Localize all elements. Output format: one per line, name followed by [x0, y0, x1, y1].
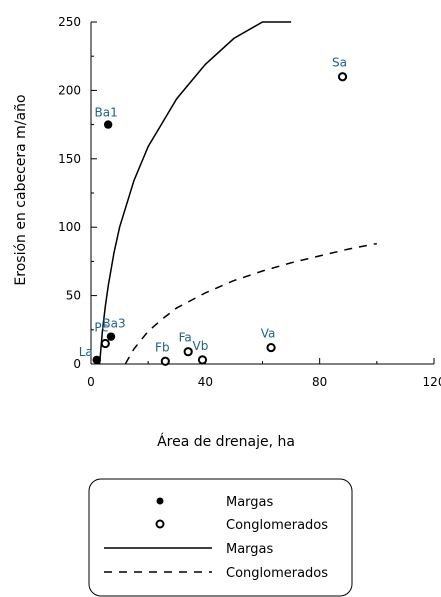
point-label-ba1: Ba1: [95, 106, 118, 120]
legend-label-conglomerados-points: Conglomerados: [226, 518, 328, 533]
legend-label-margas-line: Margas: [226, 542, 274, 557]
y-tick-label: 50: [66, 289, 81, 303]
point-fa: [183, 347, 193, 357]
point-label-ba3: Ba3: [102, 317, 125, 331]
point-ba3: [106, 332, 116, 341]
y-tick-label: 100: [58, 220, 81, 234]
y-tick-label: 200: [58, 83, 81, 97]
point-label-sa: Sa: [332, 56, 347, 70]
curve-solid-margas: [98, 21, 292, 365]
legend: Margas Conglomerados Margas Conglomerado…: [88, 478, 353, 597]
x-tick-label: 120: [423, 375, 441, 389]
point-vb: [197, 355, 208, 365]
point-fb: [160, 356, 170, 366]
point-pc: [100, 338, 110, 349]
point-ba1: [103, 120, 113, 129]
point-sa: [337, 72, 348, 82]
curve-dashed-conglomerados: [124, 242, 377, 365]
point-label-fa: Fa: [179, 331, 192, 345]
legend-label-margas-points: Margas: [226, 495, 274, 510]
point-label-pc: Pc: [94, 320, 108, 334]
point-la: [92, 355, 101, 365]
point-label-vb: Vb: [193, 339, 209, 353]
x-tick-label: 0: [87, 375, 95, 389]
legend-symbol-open-circle: [155, 519, 165, 529]
point-label-fb: Fb: [155, 340, 170, 354]
point-va: [266, 342, 276, 353]
legend-label-conglomerados-line: Conglomerados: [226, 566, 328, 581]
legend-symbol-filled-circle: [156, 497, 164, 505]
x-tick-label: 40: [198, 375, 213, 389]
x-tick-label: 80: [312, 375, 327, 389]
legend-box: [88, 478, 353, 597]
y-tick-label: 250: [58, 15, 81, 29]
x-axis-label: Área de drenaje, ha: [157, 433, 295, 450]
plot-area: 0 50 100 150 200 250 0 40 80 120: [58, 15, 441, 389]
point-label-va: Va: [261, 327, 276, 341]
y-axis-label: Erosión en cabecera m/año: [13, 94, 29, 285]
y-tick-label: 0: [73, 357, 81, 371]
point-label-la: La: [79, 345, 93, 359]
y-tick-label: 150: [58, 152, 81, 166]
